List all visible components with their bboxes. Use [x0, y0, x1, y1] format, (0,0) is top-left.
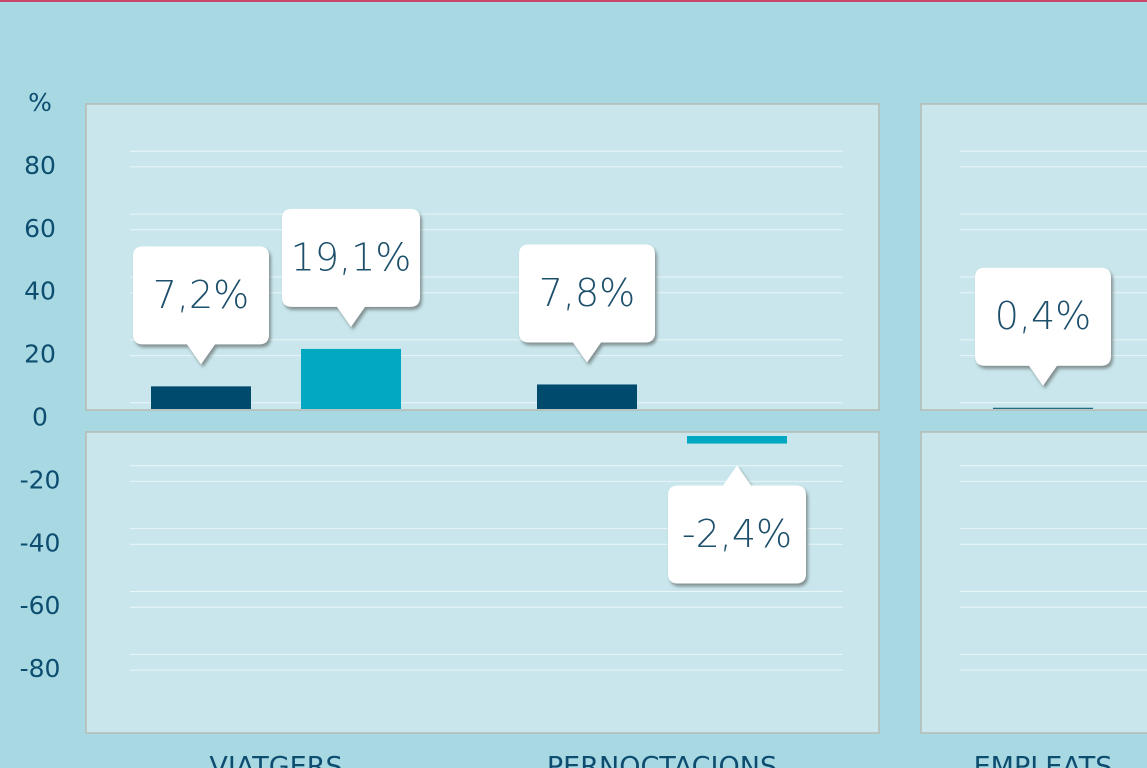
bar	[993, 407, 1093, 409]
y-tick-label: 60	[24, 214, 56, 243]
bar	[151, 386, 251, 409]
bar	[687, 436, 787, 444]
callout	[282, 208, 420, 327]
value-label: 7,2%	[153, 273, 250, 317]
bar	[301, 348, 401, 409]
callout	[519, 244, 655, 363]
value-label: 19,1%	[291, 235, 412, 279]
x-tick-label: VIATGERS	[209, 752, 342, 768]
callout	[133, 246, 269, 365]
callout	[975, 267, 1111, 386]
y-tick-label: -20	[20, 465, 61, 494]
marks: 7,2% 19,1% 7,8% -2,4% 0,4%	[133, 208, 1111, 584]
value-label: 7,8%	[539, 271, 636, 315]
top-border	[0, 0, 1147, 2]
y-tick-label: 0	[32, 403, 48, 432]
callout	[668, 465, 806, 584]
y-unit: %	[28, 88, 52, 117]
x-tick-label: PERNOCTACIONS	[547, 752, 777, 768]
value-label: -2,4%	[682, 512, 792, 556]
x-tick-label: EMPLEATS	[974, 752, 1113, 768]
y-tick-label: -80	[20, 654, 61, 683]
bar	[537, 384, 637, 409]
y-tick-label: 40	[24, 277, 56, 306]
value-label: 0,4%	[995, 294, 1092, 338]
y-tick-label: -40	[20, 528, 61, 557]
y-tick-label: 80	[24, 151, 56, 180]
panel	[920, 431, 1147, 734]
y-tick-label: -60	[20, 591, 61, 620]
y-tick-label: 20	[24, 340, 56, 369]
